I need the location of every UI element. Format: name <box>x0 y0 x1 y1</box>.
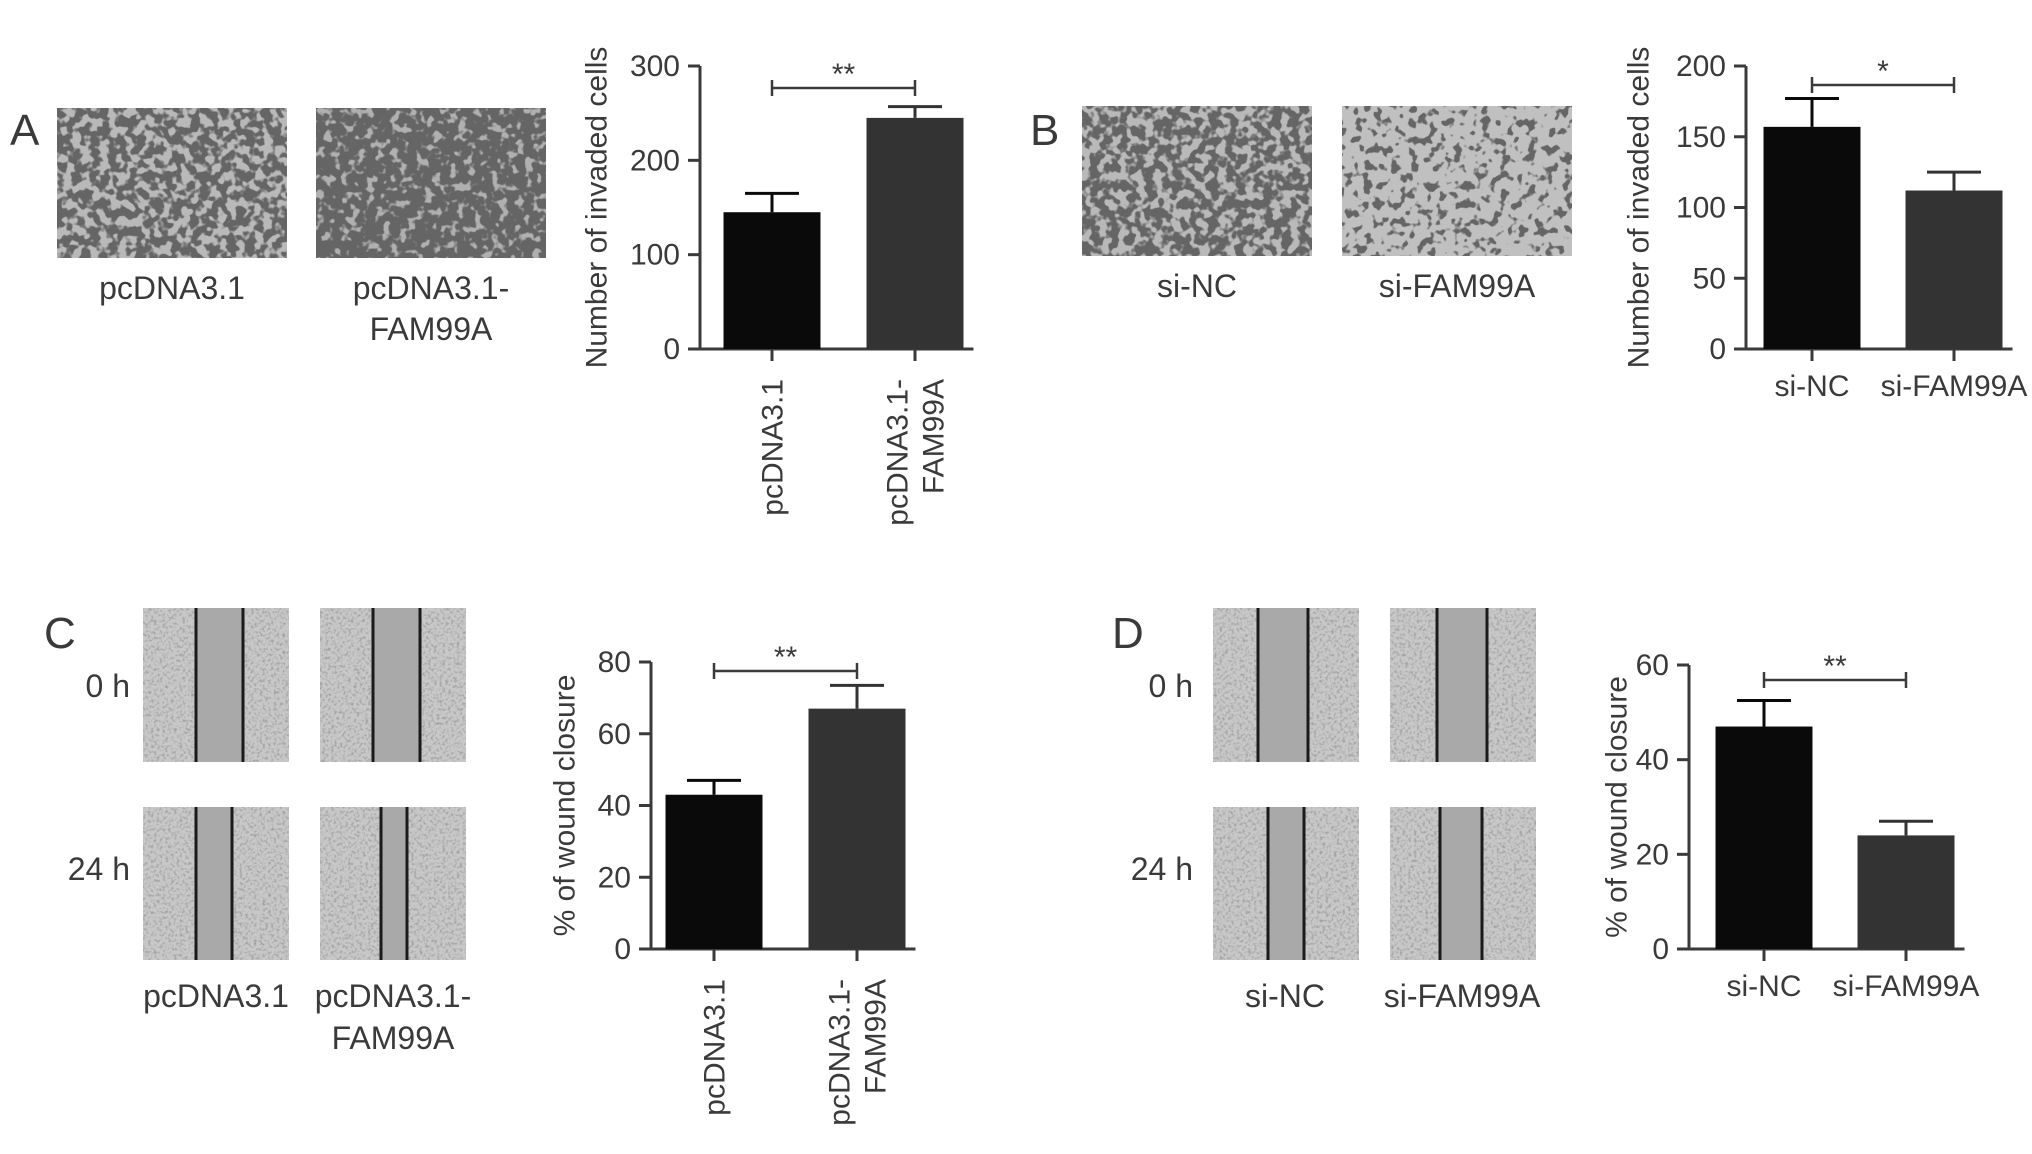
image-label-c-2-line1: pcDNA3.1- <box>315 978 472 1014</box>
x-tick-label-c-2-line2: FAM99A <box>860 979 893 1094</box>
x-tick-label-b-2: si-FAM99A <box>1881 370 2028 403</box>
image-label-c-2-line2: FAM99A <box>332 1020 455 1056</box>
image-label-d-2: si-FAM99A <box>1384 978 1541 1014</box>
y-tick-label-c-80: 80 <box>598 646 631 679</box>
row-label-d-0h: 0 h <box>1149 668 1193 704</box>
row-label-c-0h: 0 h <box>86 668 130 704</box>
significance-label-a: ** <box>832 58 856 91</box>
image-label-b-2: si-FAM99A <box>1379 268 1536 304</box>
significance-label-d: ** <box>1823 650 1847 683</box>
y-tick-label-c-40: 40 <box>598 790 631 823</box>
panel-b: B si-NC si-FAM99A 0 50 100 150 200 Number of … <box>1030 47 2027 403</box>
bar-d-1 <box>1715 726 1813 949</box>
x-tick-label-a-1: pcDNA3.1 <box>757 379 790 516</box>
y-tick-label-a-0: 0 <box>663 333 680 366</box>
wound-image-d-sifam99a-0h <box>1390 608 1536 762</box>
y-tick-label-c-60: 60 <box>598 718 631 751</box>
x-tick-label-d-2: si-FAM99A <box>1833 970 1980 1003</box>
image-label-b-1: si-NC <box>1157 268 1237 304</box>
y-tick-label-b-200: 200 <box>1676 50 1726 83</box>
y-tick-label-d-60: 60 <box>1636 649 1669 682</box>
bar-chart-b: 0 50 100 150 200 Number of invaded cells si-NC… <box>1623 47 2028 403</box>
panel-letter-c: C <box>44 609 76 658</box>
row-label-c-24h: 24 h <box>68 851 130 887</box>
bar-d-2 <box>1857 835 1955 949</box>
wound-image-c-pcdna-24h <box>143 807 289 960</box>
y-tick-label-c-20: 20 <box>598 861 631 894</box>
wound-image-c-pcdna-0h <box>143 608 289 762</box>
wound-image-c-fam99a-24h <box>320 807 466 960</box>
y-tick-label-a-200: 200 <box>630 144 680 177</box>
image-label-d-1: si-NC <box>1245 978 1325 1014</box>
bar-b-1 <box>1763 126 1861 349</box>
bar-chart-c: 0 20 40 60 80 % of wound closure pcDNA3.1 pcDNA… <box>549 641 916 1126</box>
wound-image-d-sifam99a-24h <box>1390 807 1536 960</box>
bar-a-2 <box>866 117 964 349</box>
x-tick-label-c-1: pcDNA3.1 <box>699 979 732 1116</box>
wound-image-d-sinc-24h <box>1213 807 1359 960</box>
y-axis-label-d: % of wound closure <box>1601 676 1634 938</box>
x-tick-label-a-2-line2: FAM99A <box>918 379 951 494</box>
image-label-a-2-line2: FAM99A <box>370 311 493 347</box>
bar-c-2 <box>808 708 906 949</box>
y-tick-label-a-100: 100 <box>630 239 680 272</box>
micrograph-a-pcdna <box>57 108 287 258</box>
y-axis-label-a: Number of invaded cells <box>581 47 614 369</box>
y-axis-label-c: % of wound closure <box>549 675 582 937</box>
bar-b-2 <box>1905 190 2003 349</box>
y-tick-label-d-20: 20 <box>1636 838 1669 871</box>
y-axis-label-b: Number of invaded cells <box>1623 47 1656 369</box>
panel-letter-a: A <box>10 106 40 155</box>
y-tick-label-c-0: 0 <box>614 933 631 966</box>
panel-c: C 0 h 24 h <box>44 608 916 1126</box>
image-label-a-1: pcDNA3.1 <box>99 270 245 306</box>
wound-image-c-fam99a-0h <box>320 608 466 762</box>
panel-letter-d: D <box>1112 609 1144 658</box>
x-tick-label-d-1: si-NC <box>1727 970 1802 1003</box>
image-label-a-2-line1: pcDNA3.1- <box>353 270 510 306</box>
bar-a-1 <box>723 212 821 349</box>
micrograph-b-sinc <box>1082 106 1312 256</box>
y-tick-label-b-150: 150 <box>1676 121 1726 154</box>
image-label-c-1: pcDNA3.1 <box>143 978 289 1014</box>
y-tick-label-d-0: 0 <box>1652 933 1669 966</box>
x-tick-label-b-1: si-NC <box>1775 370 1850 403</box>
x-tick-label-c-2-line1: pcDNA3.1- <box>824 979 857 1126</box>
micrograph-b-sifam99a <box>1342 106 1572 256</box>
bar-c-1 <box>665 794 763 949</box>
bar-chart-d: 0 20 40 60% of wound closure si-NC si-FAM99A *… <box>1601 649 1980 1003</box>
micrograph-a-fam99a <box>316 108 546 258</box>
panel-letter-b: B <box>1030 106 1059 155</box>
significance-label-c: ** <box>774 641 798 674</box>
significance-label-b: * <box>1877 55 1889 88</box>
y-tick-label-b-0: 0 <box>1709 333 1726 366</box>
y-tick-label-b-50: 50 <box>1693 262 1726 295</box>
y-tick-label-d-40: 40 <box>1636 744 1669 777</box>
panel-d: D 0 h 24 h <box>1112 608 1979 1014</box>
row-label-d-24h: 24 h <box>1131 851 1193 887</box>
y-tick-label-b-100: 100 <box>1676 192 1726 225</box>
bar-chart-a: 0 100 200 300 Number of invaded cells pcDNA3.… <box>581 47 974 526</box>
panel-a: A pcDNA3.1 pcDNA3.1- FAM99A 0 100 200 300 Nu… <box>10 47 974 526</box>
x-tick-label-a-2-line1: pcDNA3.1- <box>882 379 915 526</box>
y-tick-label-a-300: 300 <box>630 50 680 83</box>
wound-image-d-sinc-0h <box>1213 608 1359 762</box>
